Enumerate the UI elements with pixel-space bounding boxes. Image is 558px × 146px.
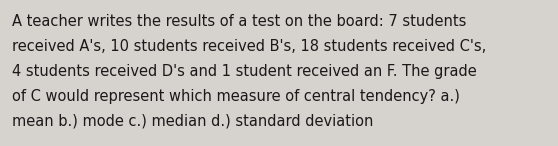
Text: 4 students received D's and 1 student received an F. The grade: 4 students received D's and 1 student re… — [12, 64, 477, 79]
Text: mean b.) mode c.) median d.) standard deviation: mean b.) mode c.) median d.) standard de… — [12, 114, 373, 129]
Text: A teacher writes the results of a test on the board: 7 students: A teacher writes the results of a test o… — [12, 14, 466, 29]
Text: received A's, 10 students received B's, 18 students received C's,: received A's, 10 students received B's, … — [12, 39, 486, 54]
Text: of C would represent which measure of central tendency? a.): of C would represent which measure of ce… — [12, 89, 460, 104]
